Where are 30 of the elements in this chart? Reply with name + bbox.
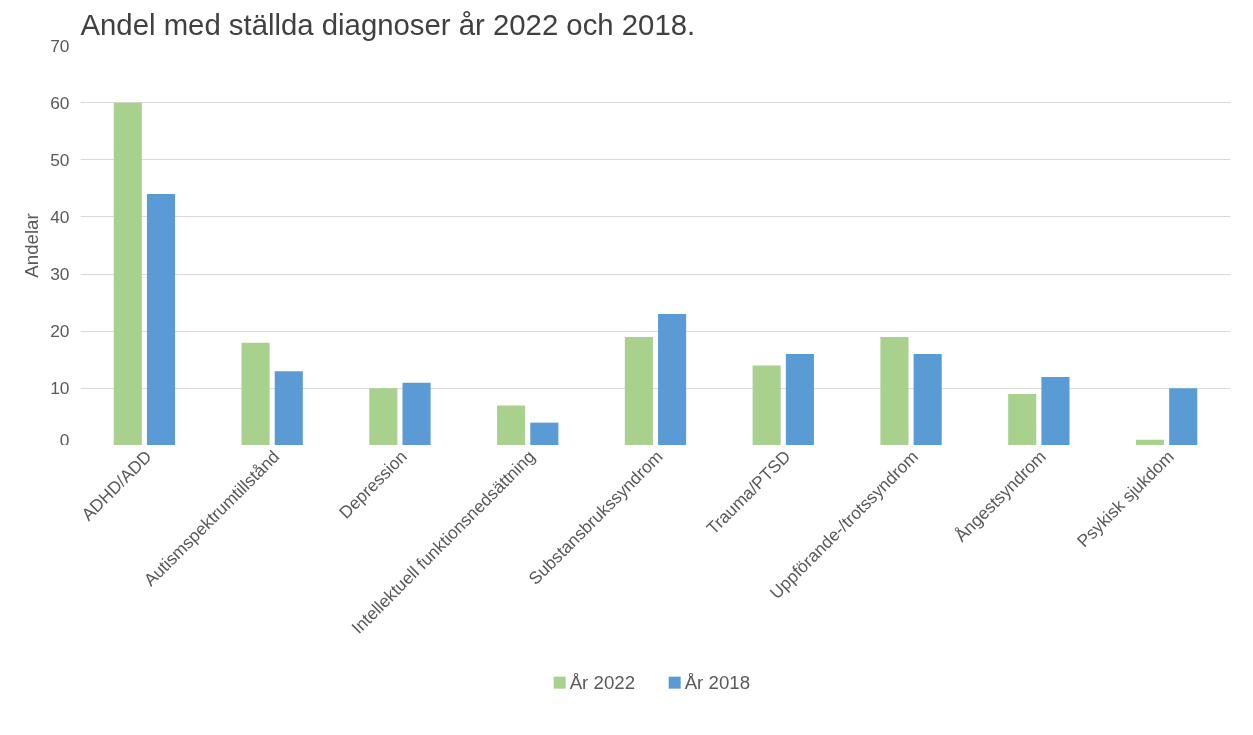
bar bbox=[1169, 388, 1198, 445]
y-tick-label: 60 bbox=[50, 92, 70, 113]
legend-label: År 2022 bbox=[569, 672, 636, 694]
y-tick-label: 40 bbox=[50, 206, 70, 227]
bar bbox=[241, 342, 270, 445]
bar bbox=[1041, 376, 1070, 445]
bar bbox=[624, 336, 653, 445]
bar bbox=[402, 382, 431, 445]
bar bbox=[785, 354, 814, 445]
bar bbox=[880, 336, 909, 445]
bar bbox=[752, 365, 781, 445]
y-tick-label: 20 bbox=[50, 321, 70, 342]
bar bbox=[369, 388, 398, 445]
y-axis-title: Andelar bbox=[21, 213, 43, 278]
y-tick-label: 0 bbox=[59, 429, 70, 450]
bar bbox=[658, 314, 687, 445]
bar bbox=[274, 371, 303, 445]
bar bbox=[1135, 439, 1165, 445]
bar bbox=[913, 354, 942, 445]
y-tick-label: 50 bbox=[50, 149, 70, 170]
y-tick-label: 30 bbox=[50, 264, 70, 285]
y-tick-label: 70 bbox=[50, 35, 70, 56]
chart-title: Andel med ställda diagnoser år 2022 och 2018. bbox=[80, 7, 696, 41]
bar bbox=[530, 422, 559, 445]
bar bbox=[1008, 394, 1037, 445]
legend-label: År 2018 bbox=[684, 672, 751, 694]
bar bbox=[113, 102, 142, 445]
bar bbox=[497, 405, 526, 445]
y-tick-label: 10 bbox=[50, 378, 70, 399]
bar bbox=[146, 194, 176, 445]
